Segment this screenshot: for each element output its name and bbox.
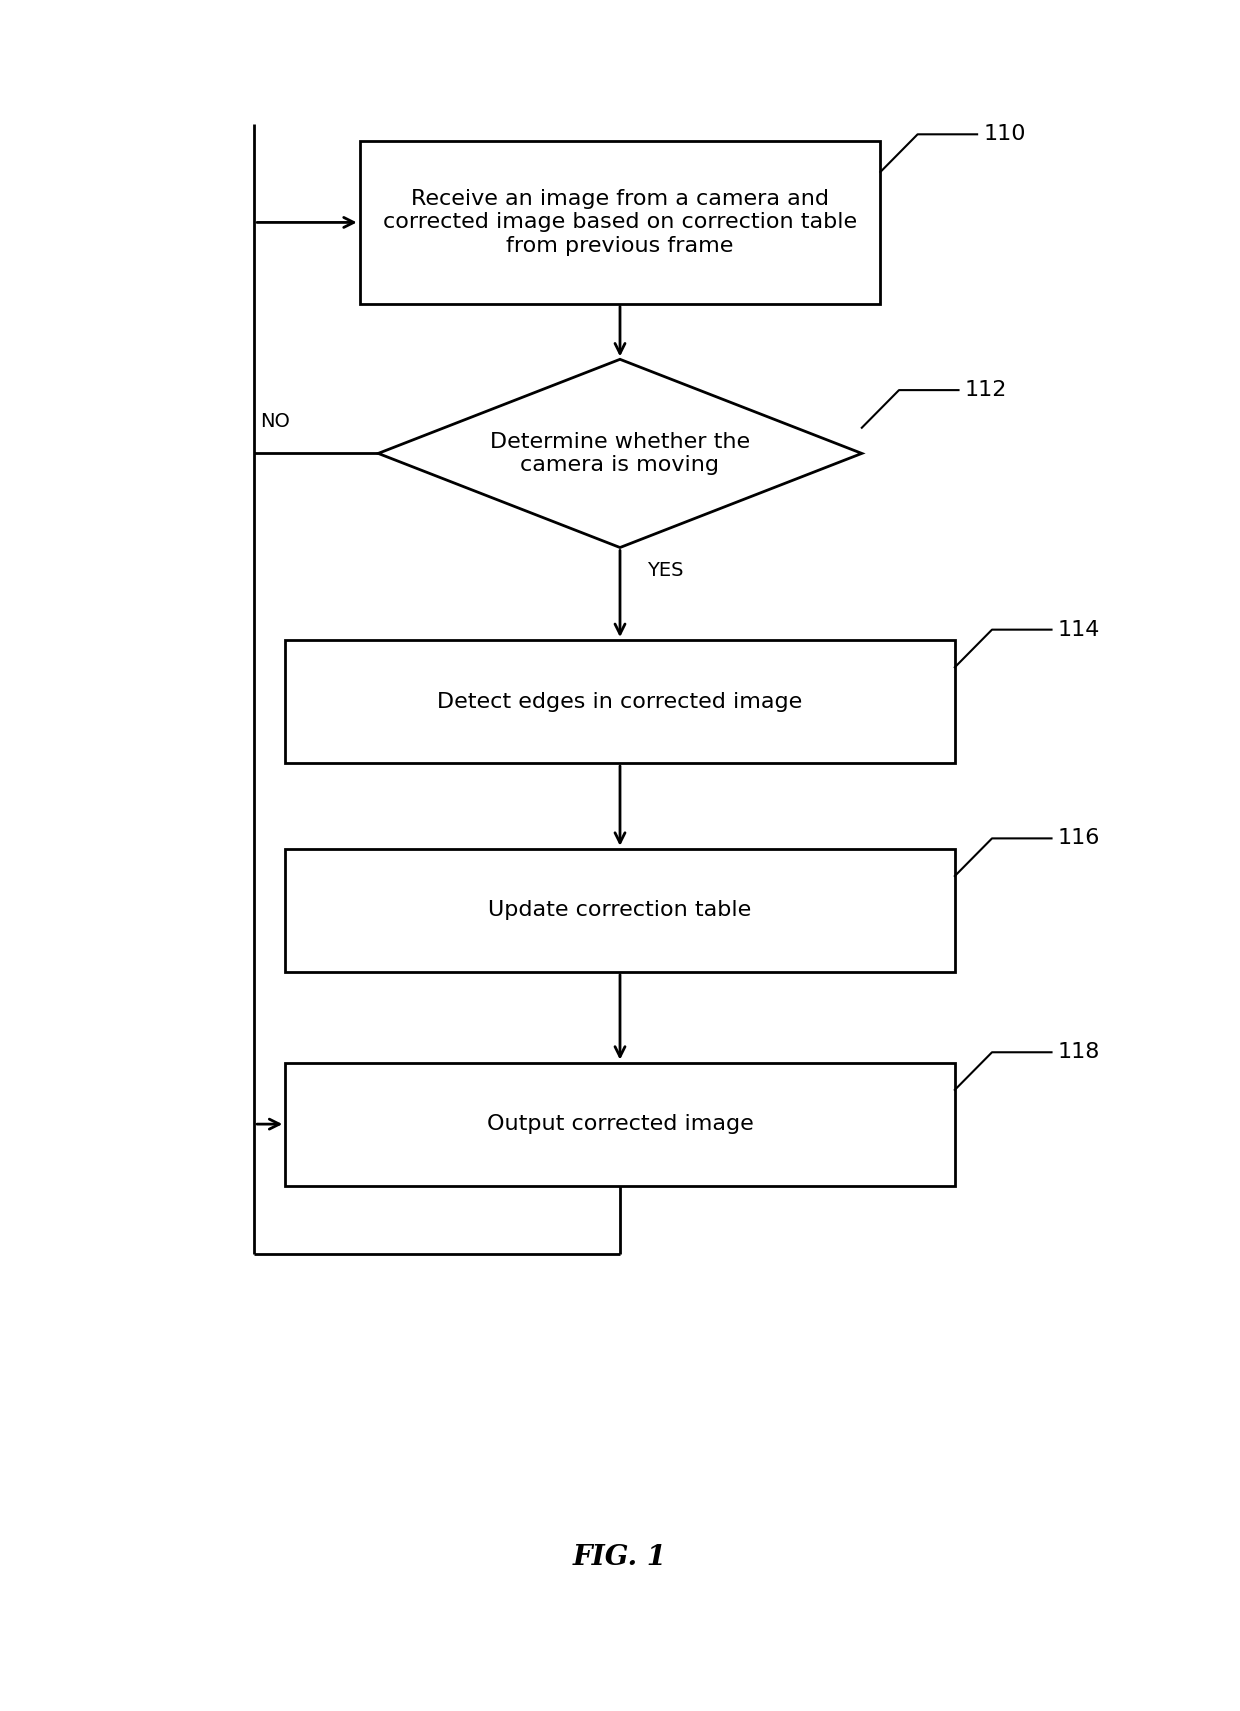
Text: 112: 112 [965,380,1007,400]
Text: Determine whether the
camera is moving: Determine whether the camera is moving [490,431,750,476]
Text: 116: 116 [1058,828,1100,849]
Text: Output corrected image: Output corrected image [486,1114,754,1134]
Text: FIG. 1: FIG. 1 [573,1543,667,1571]
Text: YES: YES [647,561,683,580]
Bar [285,849,955,972]
Text: Detect edges in corrected image: Detect edges in corrected image [438,691,802,712]
Bar [285,640,955,763]
Text: 114: 114 [1058,619,1100,640]
Text: 118: 118 [1058,1042,1100,1063]
Polygon shape [378,359,862,548]
Bar [360,140,880,305]
Text: Update correction table: Update correction table [489,900,751,921]
Text: 110: 110 [983,125,1025,144]
Text: Receive an image from a camera and
corrected image based on correction table
fro: Receive an image from a camera and corre… [383,190,857,255]
Bar [285,1063,955,1186]
Text: NO: NO [260,412,290,431]
